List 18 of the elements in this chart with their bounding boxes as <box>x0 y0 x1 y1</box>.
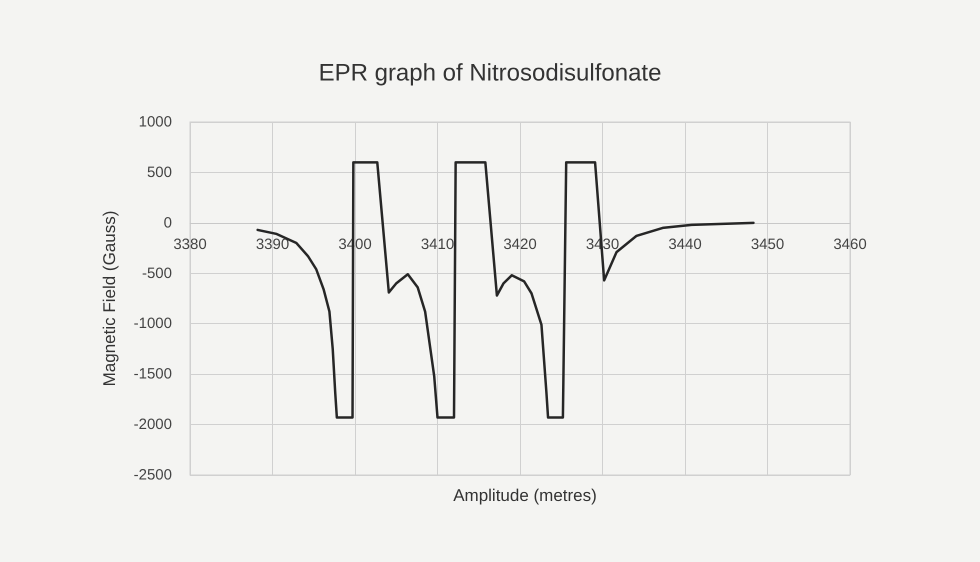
y-tick-label: -2000 <box>134 416 172 434</box>
y-axis-title: Magnetic Field (Gauss) <box>100 210 119 386</box>
x-tick-label: 3460 <box>833 236 867 253</box>
y-tick-label: -500 <box>142 264 172 282</box>
x-tick-label: 3450 <box>750 236 784 253</box>
x-axis-title: Amplitude (metres) <box>453 486 597 505</box>
y-tick-label: -1500 <box>134 366 172 383</box>
y-tick-label: -2500 <box>134 466 172 484</box>
chart-title: EPR graph of Nitrosodisulfonate <box>318 60 662 86</box>
y-tick-label: 500 <box>146 164 172 181</box>
x-tick-label: 3420 <box>503 236 537 253</box>
y-tick-label: 1000 <box>138 114 172 130</box>
x-tick-label: 3390 <box>256 236 290 253</box>
x-tick-label: 3410 <box>420 236 454 253</box>
x-tick-label: 3380 <box>173 236 207 253</box>
y-tick-label: 0 <box>164 214 172 232</box>
y-tick-label: -1000 <box>134 315 172 332</box>
x-tick-label: 3440 <box>668 236 702 253</box>
